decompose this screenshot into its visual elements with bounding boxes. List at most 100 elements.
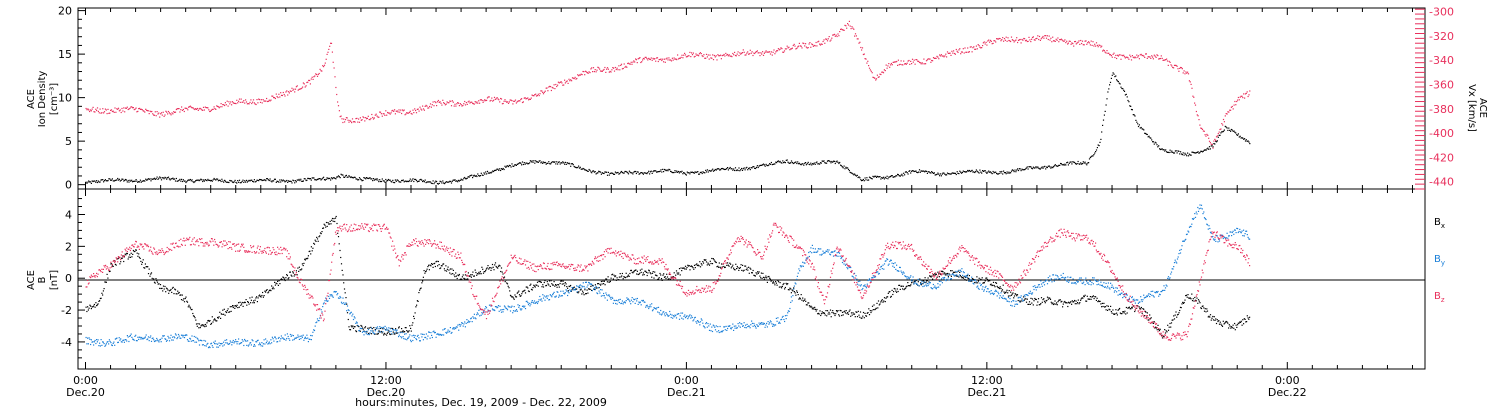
data-point — [131, 256, 133, 258]
data-point — [425, 333, 427, 335]
data-point — [770, 161, 772, 164]
data-point — [127, 258, 129, 260]
data-point — [220, 317, 222, 319]
data-point — [809, 42, 811, 44]
data-point — [702, 171, 704, 173]
data-point — [266, 178, 268, 180]
data-point — [127, 179, 129, 182]
data-point — [615, 279, 617, 281]
data-point — [168, 290, 171, 292]
data-point — [425, 336, 427, 339]
data-point — [348, 175, 350, 177]
data-point — [247, 345, 249, 347]
data-point — [238, 179, 241, 181]
data-point — [1025, 298, 1027, 300]
data-point — [1184, 152, 1186, 154]
data-point — [457, 102, 460, 104]
data-point — [153, 281, 156, 283]
data-point — [183, 180, 185, 182]
data-point — [673, 171, 675, 174]
data-point — [730, 263, 732, 265]
data-point — [260, 99, 262, 101]
data-point — [534, 162, 536, 164]
data-point — [192, 340, 194, 342]
data-point — [588, 288, 590, 290]
data-point — [855, 35, 857, 37]
data-point — [814, 308, 816, 310]
data-point — [1149, 137, 1151, 139]
data-point — [711, 57, 713, 59]
data-point — [440, 265, 442, 267]
data-point — [525, 98, 527, 100]
data-point — [734, 54, 737, 57]
data-point — [572, 287, 574, 290]
data-point — [1180, 307, 1182, 309]
data-point — [956, 275, 958, 277]
data-point — [979, 46, 981, 48]
data-point — [1184, 73, 1186, 75]
data-point — [622, 67, 624, 70]
data-point — [1071, 300, 1073, 302]
data-point — [474, 175, 476, 177]
data-point — [628, 63, 630, 65]
data-point — [629, 272, 631, 275]
data-point — [1187, 71, 1189, 73]
data-point — [271, 285, 273, 287]
data-point — [835, 310, 838, 312]
data-point — [1027, 168, 1029, 170]
data-point — [908, 170, 910, 172]
data-point — [701, 264, 703, 266]
data-point — [843, 311, 845, 313]
data-point — [564, 282, 566, 284]
data-point — [204, 323, 207, 326]
data-point — [617, 279, 619, 281]
data-point — [1093, 45, 1095, 47]
data-point — [114, 107, 116, 109]
data-point — [419, 340, 421, 342]
data-point — [1200, 307, 1203, 310]
data-point — [521, 293, 523, 295]
data-point — [1215, 318, 1217, 320]
data-point — [1008, 290, 1010, 292]
data-point — [882, 71, 884, 73]
data-point — [1123, 89, 1125, 91]
data-point — [692, 267, 694, 269]
data-point — [387, 112, 389, 114]
data-point — [229, 103, 231, 105]
data-point — [735, 263, 737, 265]
data-point — [304, 259, 306, 261]
data-point — [923, 281, 925, 283]
data-point — [826, 160, 829, 162]
data-point — [269, 343, 271, 345]
data-point — [161, 177, 163, 179]
data-point — [736, 53, 738, 55]
data-point — [1225, 321, 1227, 323]
data-point — [408, 330, 410, 332]
data-point — [563, 283, 565, 285]
data-point — [180, 294, 182, 296]
data-point — [93, 111, 95, 113]
data-point — [199, 327, 201, 329]
data-point — [954, 53, 956, 55]
data-point — [254, 299, 256, 301]
data-point — [1092, 155, 1094, 157]
data-point — [873, 304, 875, 306]
data-point — [1041, 37, 1043, 39]
data-point — [733, 268, 735, 271]
data-point — [756, 273, 758, 275]
data-point — [408, 112, 410, 114]
data-point — [894, 288, 896, 290]
data-point — [493, 269, 495, 271]
data-point — [326, 300, 328, 302]
data-point — [184, 107, 186, 109]
data-point — [1156, 329, 1158, 331]
data-point — [1196, 151, 1198, 153]
data-point — [1027, 40, 1029, 42]
data-point — [333, 218, 335, 220]
data-point — [1224, 322, 1226, 324]
data-point — [429, 105, 431, 108]
data-point — [1045, 300, 1047, 302]
data-point — [691, 266, 693, 268]
data-point — [530, 288, 533, 290]
data-point — [96, 305, 98, 307]
